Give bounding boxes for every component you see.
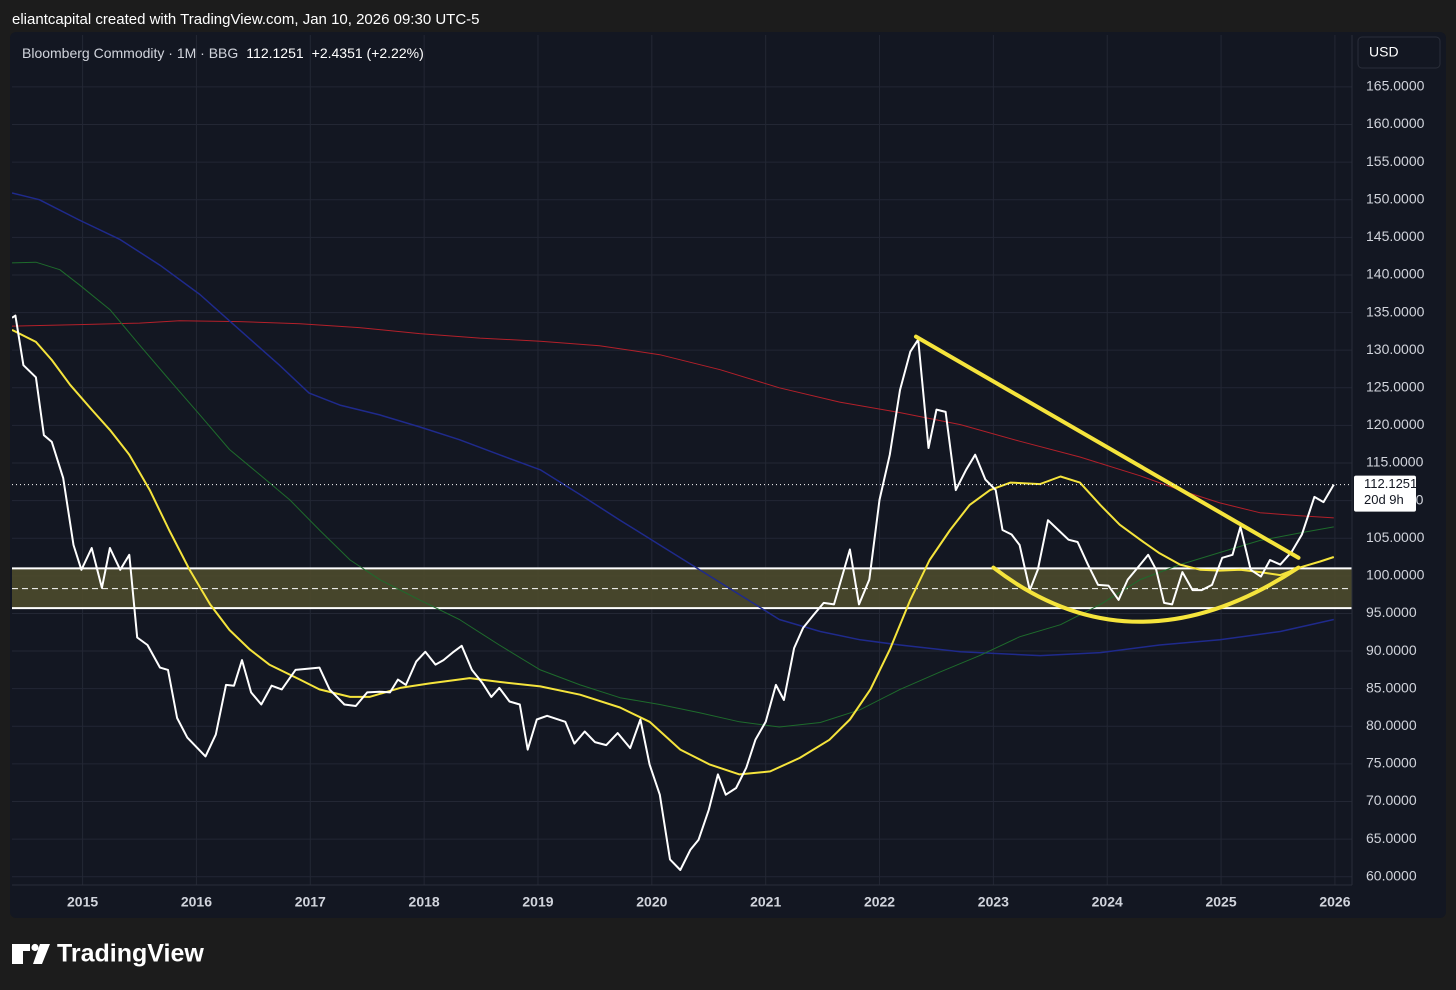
x-tick-label: 2020	[636, 894, 667, 910]
x-tick-label: 2025	[1205, 894, 1236, 910]
moving-average	[12, 329, 1335, 776]
y-tick-label: 125.0000	[1366, 378, 1425, 394]
x-tick-label: 2022	[864, 894, 895, 910]
y-tick-label: 150.0000	[1366, 190, 1425, 206]
y-tick-label: 90.0000	[1366, 642, 1417, 658]
legend-change: +2.4351 (+2.22%)	[312, 45, 424, 61]
legend-price: 112.1251	[246, 45, 304, 61]
x-tick-label: 2021	[750, 894, 781, 910]
moving-average	[12, 261, 1334, 728]
last-price-box	[1354, 475, 1416, 512]
logo-bar	[12, 944, 30, 951]
y-tick-label: 105.0000	[1366, 529, 1425, 545]
x-tick-label: 2024	[1092, 894, 1123, 910]
x-tick-label: 2015	[67, 894, 98, 910]
header-caption: eliantcapital created with TradingView.c…	[12, 11, 480, 28]
brand-logo: TradingView	[12, 940, 204, 968]
y-tick-label: 60.0000	[1366, 867, 1417, 883]
chart-panel	[10, 32, 1446, 918]
x-tick-label: 2016	[181, 894, 212, 910]
y-tick-label: 135.0000	[1366, 303, 1425, 319]
moving-average	[12, 192, 1334, 657]
y-tick-label: 160.0000	[1366, 115, 1425, 131]
x-tick-label: 2019	[522, 894, 553, 910]
currency-box	[1357, 36, 1441, 69]
y-tick-label: 115.0000	[1366, 454, 1424, 470]
brand-name: TradingView	[57, 940, 204, 968]
y-tick-label: 100.0000	[1366, 567, 1425, 583]
y-tick-label: 80.0000	[1366, 717, 1417, 733]
arc-drawing	[991, 565, 1301, 624]
trendline	[913, 334, 1301, 560]
y-tick-label: 120.0000	[1366, 416, 1425, 432]
y-tick-label: 65.0000	[1366, 830, 1417, 846]
legend: Bloomberg Commodity · 1M · BBG 112.1251 +2…	[22, 45, 424, 61]
y-tick-label: 70.0000	[1366, 792, 1417, 808]
symbol-name: Bloomberg Commodity · 1M · BBG	[22, 45, 238, 61]
x-tick-label: 2018	[409, 894, 440, 910]
y-tick-label: 145.0000	[1366, 228, 1425, 244]
y-tick-label: 140.0000	[1366, 266, 1425, 282]
y-tick-label: 130.0000	[1366, 341, 1425, 357]
plot-area	[12, 35, 1352, 885]
y-tick-label: 95.0000	[1366, 604, 1417, 620]
logo-slash	[33, 944, 50, 964]
currency-label: USD	[1369, 44, 1399, 60]
y-tick-label: 85.0000	[1366, 679, 1417, 695]
logo-bar	[12, 944, 23, 964]
x-tick-label: 2026	[1319, 894, 1350, 910]
y-tick-label: 155.0000	[1366, 153, 1425, 169]
countdown-label: 20d 9h	[1364, 492, 1404, 507]
x-tick-label: 2023	[978, 894, 1009, 910]
price-line	[12, 314, 1335, 871]
y-tick-label: 75.0000	[1366, 755, 1417, 771]
logo-dot	[31, 943, 39, 952]
x-tick-label: 2017	[295, 894, 326, 910]
y-tick-label: 165.0000	[1366, 78, 1425, 94]
last-price-label: 112.1251	[1364, 476, 1417, 491]
